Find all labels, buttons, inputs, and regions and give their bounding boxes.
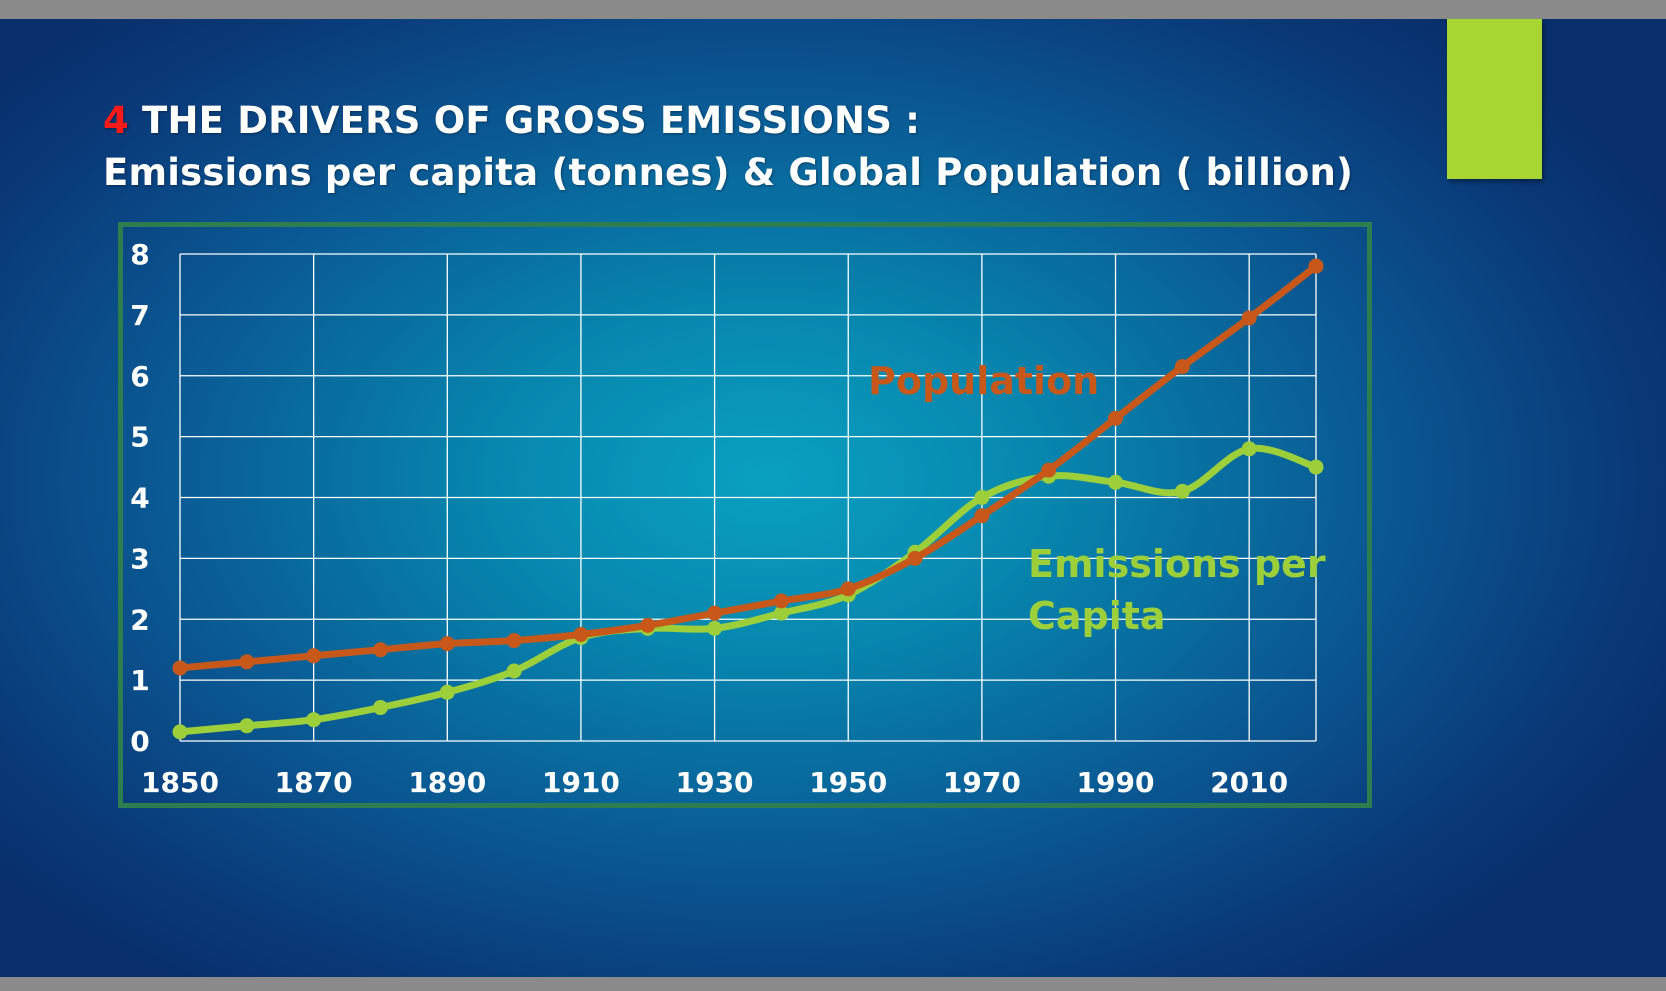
- point-population-1920: [640, 617, 656, 633]
- point-population-1910: [573, 626, 589, 642]
- chart-frame: [118, 222, 1372, 808]
- point-emissions-per-capita-1890: [439, 684, 455, 700]
- point-population-1950: [840, 581, 856, 597]
- point-emissions-per-capita-1880: [372, 700, 388, 716]
- x-tick-label-1970: 1970: [943, 766, 1021, 799]
- point-emissions-per-capita-2010: [1241, 441, 1257, 457]
- y-tick-label-2: 2: [130, 603, 149, 636]
- x-tick-label-1910: 1910: [542, 766, 620, 799]
- point-population-2000: [1174, 359, 1190, 375]
- point-population-1900: [506, 633, 522, 649]
- point-emissions-per-capita-1990: [1108, 474, 1124, 490]
- y-tick-label-5: 5: [130, 421, 149, 454]
- slide-title: 4 THE DRIVERS OF GROSS EMISSIONS : Emiss…: [103, 95, 1353, 199]
- point-population-1990: [1108, 410, 1124, 426]
- title-line-1: 4 THE DRIVERS OF GROSS EMISSIONS :: [103, 95, 1353, 147]
- y-tick-label-3: 3: [130, 542, 149, 575]
- point-emissions-per-capita-2000: [1174, 483, 1190, 499]
- line-chart: 0 1 2 3 4 5 6 7 8 1850 1870 1890 1910 1930 1950 1970 199…: [130, 238, 1326, 799]
- x-tick-label-1930: 1930: [676, 766, 754, 799]
- slide: 4 THE DRIVERS OF GROSS EMISSIONS : Emiss…: [0, 19, 1666, 977]
- y-tick-label-1: 1: [130, 664, 149, 697]
- x-tick-label-1990: 1990: [1077, 766, 1155, 799]
- y-tick-label-8: 8: [130, 238, 149, 271]
- point-emissions-per-capita-1860: [239, 718, 255, 734]
- point-population-1880: [372, 642, 388, 658]
- point-population-1850: [172, 660, 188, 676]
- point-population-1860: [239, 654, 255, 670]
- point-emissions-per-capita-1870: [306, 712, 322, 728]
- x-tick-label-2010: 2010: [1210, 766, 1288, 799]
- point-population-2010: [1241, 310, 1257, 326]
- y-tick-label-4: 4: [130, 482, 149, 515]
- point-population-2020: [1308, 258, 1324, 274]
- point-population-1970: [974, 508, 990, 524]
- point-emissions-per-capita-1940: [773, 605, 789, 621]
- title-line-2: Emissions per capita (tonnes) & Global P…: [103, 151, 1354, 194]
- series-line-emissions-per-capita: [176, 444, 1320, 736]
- point-population-1960: [907, 550, 923, 566]
- point-emissions-per-capita-1970: [974, 490, 990, 505]
- point-emissions-per-capita-1930: [707, 620, 723, 636]
- annotation-emissions-per: Emissions per: [1028, 542, 1326, 586]
- accent-block: [1447, 19, 1542, 179]
- point-population-1890: [439, 636, 455, 652]
- annotation-capita: Capita: [1028, 594, 1166, 638]
- annotation-population: Population: [868, 359, 1099, 403]
- point-population-1930: [707, 605, 723, 621]
- x-tick-label-1870: 1870: [275, 766, 353, 799]
- y-tick-label-0: 0: [130, 725, 149, 758]
- point-population-1980: [1041, 462, 1057, 478]
- point-emissions-per-capita-1900: [506, 663, 522, 679]
- y-tick-label-7: 7: [130, 299, 149, 332]
- point-population-1870: [306, 648, 322, 664]
- point-population-1940: [773, 593, 789, 609]
- point-emissions-per-capita-1850: [172, 724, 188, 740]
- x-tick-label-1850: 1850: [141, 766, 219, 799]
- x-tick-label-1950: 1950: [809, 766, 887, 799]
- y-tick-label-6: 6: [130, 360, 149, 393]
- title-line-1-text: THE DRIVERS OF GROSS EMISSIONS :: [128, 99, 921, 142]
- point-emissions-per-capita-2020: [1308, 459, 1324, 475]
- title-number: 4: [103, 99, 129, 142]
- x-tick-label-1890: 1890: [408, 766, 486, 799]
